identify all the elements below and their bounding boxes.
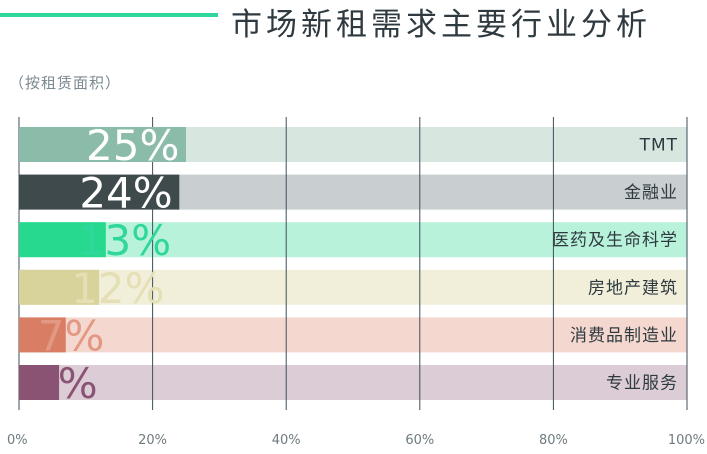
bar <box>19 365 60 400</box>
value-label: 7% <box>38 311 105 360</box>
value-label: 25% <box>86 121 179 170</box>
bar <box>19 174 180 210</box>
value-label: 6% <box>31 359 98 408</box>
category-label: 房地产建筑 <box>588 278 678 298</box>
category-label: TMT <box>639 136 678 156</box>
bar <box>19 317 66 353</box>
x-tick-label: 20% <box>138 433 167 448</box>
bar <box>19 127 186 162</box>
chart-title: 市场新租需求主要行业分析 <box>231 7 651 43</box>
bar-track <box>19 269 687 305</box>
category-label: 消费品制造业 <box>570 326 678 346</box>
category-label: 专业服务 <box>606 374 678 394</box>
category-label: 医药及生命科学 <box>552 231 678 251</box>
bar-track <box>19 222 687 258</box>
value-label: 13% <box>78 216 171 265</box>
value-label: 12% <box>71 264 164 313</box>
x-tick-label: 100% <box>668 433 705 448</box>
title-accent-line <box>0 13 218 17</box>
category-label: 金融业 <box>624 183 678 203</box>
chart-subtitle: （按租赁面积） <box>9 74 122 92</box>
bar <box>19 269 100 305</box>
x-tick-label: 80% <box>539 433 568 448</box>
value-label: 24% <box>79 169 172 218</box>
x-tick-label: 40% <box>272 433 301 448</box>
bar <box>19 222 106 258</box>
bar-track <box>19 365 687 400</box>
x-tick-label: 60% <box>405 433 434 448</box>
x-tick-label: 0% <box>7 433 28 448</box>
bar-track <box>19 317 687 353</box>
